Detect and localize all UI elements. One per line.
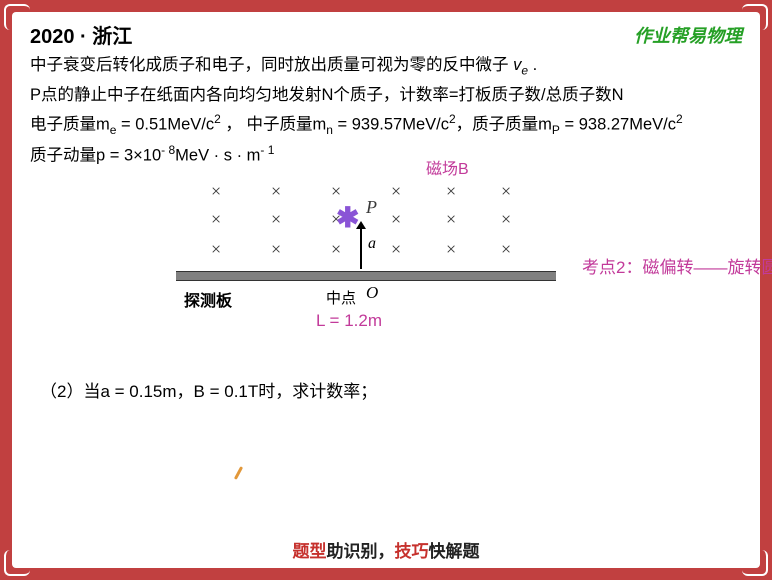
x-mark: × (391, 181, 401, 202)
pen-mark-icon (237, 466, 251, 480)
x-mark: × (271, 209, 281, 230)
x-mark: × (446, 239, 456, 260)
o-label: O (366, 283, 378, 303)
title-row: 2020 · 浙江 作业帮易物理 (30, 20, 742, 49)
question-2: （2）当a = 0.15m，B = 0.1T时，求计数率； (30, 377, 742, 402)
x-mark: × (391, 239, 401, 260)
x-mark: × (446, 209, 456, 230)
key-point-tip: 考点2：磁偏转——旋转圆 (582, 253, 772, 278)
brand-label: 作业帮易物理 (634, 22, 742, 48)
footer-slogan: 题型助识别，技巧快解题 (12, 537, 760, 562)
problem-line-3: 电子质量me = 0.51MeV/c2 ， 中子质量mn = 939.57MeV… (30, 109, 742, 140)
x-mark: × (211, 239, 221, 260)
x-mark: × (211, 209, 221, 230)
problem-line-1: 中子衰变后转化成质子和电子，同时放出质量可视为零的反中微子 ve . (30, 51, 742, 81)
plate-label: 探测板 (184, 287, 232, 311)
footer-p1: 题型 (293, 542, 327, 561)
x-mark: × (501, 239, 511, 260)
x-mark: × (211, 181, 221, 202)
problem-line-2: P点的静止中子在纸面内各向均匀地发射N个质子，计数率=打板质子数/总质子数N (30, 81, 742, 109)
arrow-a (360, 223, 362, 269)
physics-diagram: 磁场B ×××××××××××××××××× P ✱ a 探测板 中点 O L … (126, 177, 646, 347)
footer-p2: 助识别， (327, 542, 395, 561)
x-mark: × (331, 239, 341, 260)
x-mark: × (501, 209, 511, 230)
footer-p3: 技巧 (395, 542, 429, 561)
slide-card: 2020 · 浙江 作业帮易物理 中子衰变后转化成质子和电子，同时放出质量可视为… (12, 12, 760, 568)
magnetic-field-label: 磁场B (426, 155, 469, 179)
p-label: P (366, 197, 377, 218)
a-label: a (368, 235, 376, 253)
footer-p4: 快解题 (429, 542, 480, 561)
midpoint-label: 中点 (326, 287, 356, 308)
problem-text: 中子衰变后转化成质子和电子，同时放出质量可视为零的反中微子 ve . P点的静止… (30, 51, 742, 169)
x-mark: × (331, 181, 341, 202)
x-mark: × (501, 181, 511, 202)
x-mark: × (446, 181, 456, 202)
detector-plate (176, 271, 556, 281)
x-mark: × (391, 209, 401, 230)
problem-source: 2020 · 浙江 (30, 26, 132, 48)
x-mark: × (271, 181, 281, 202)
x-mark: × (271, 239, 281, 260)
length-label: L = 1.2m (316, 311, 382, 331)
problem-line-4: 质子动量p = 3×10- 8MeV · s · m- 1 (30, 140, 742, 170)
cursor-squiggle-icon: ✱ (336, 201, 359, 234)
